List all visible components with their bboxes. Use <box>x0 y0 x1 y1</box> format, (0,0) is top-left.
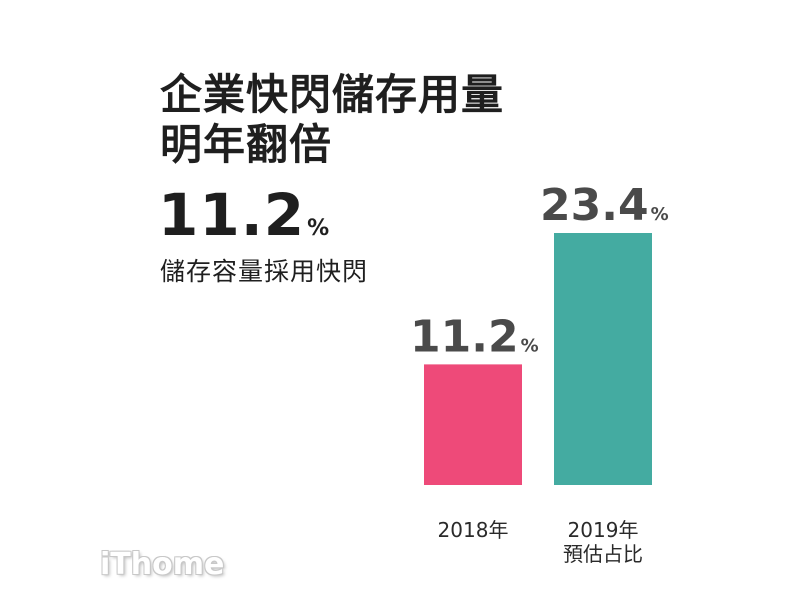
ithome-logo: iThome <box>100 547 225 582</box>
bar-value-unit-0: % <box>521 335 539 356</box>
bar-value-number-1: 23.4 <box>540 180 649 231</box>
bar-value-label-0: 11.2% <box>410 311 539 362</box>
category-label-1-line-1: 預估占比 <box>563 542 643 566</box>
title-line-1: 企業快閃儲存用量 <box>160 70 505 119</box>
headline-stat-unit: % <box>307 216 330 241</box>
headline-stat: 11.2% <box>158 181 329 249</box>
bar-value-unit-1: % <box>651 204 669 225</box>
bar-0 <box>424 364 522 485</box>
category-label-1-line-0: 2019年 <box>568 518 639 542</box>
headline-stat-value: 11.2 <box>158 181 306 249</box>
bar-value-label-1: 23.4% <box>540 180 669 231</box>
title-line-2: 明年翻倍 <box>160 120 333 169</box>
category-label-0-line-0: 2018年 <box>438 518 509 542</box>
bar-value-number-0: 11.2 <box>410 311 519 362</box>
subtitle: 儲存容量採用快閃 <box>160 257 369 286</box>
bar-1 <box>554 233 652 485</box>
